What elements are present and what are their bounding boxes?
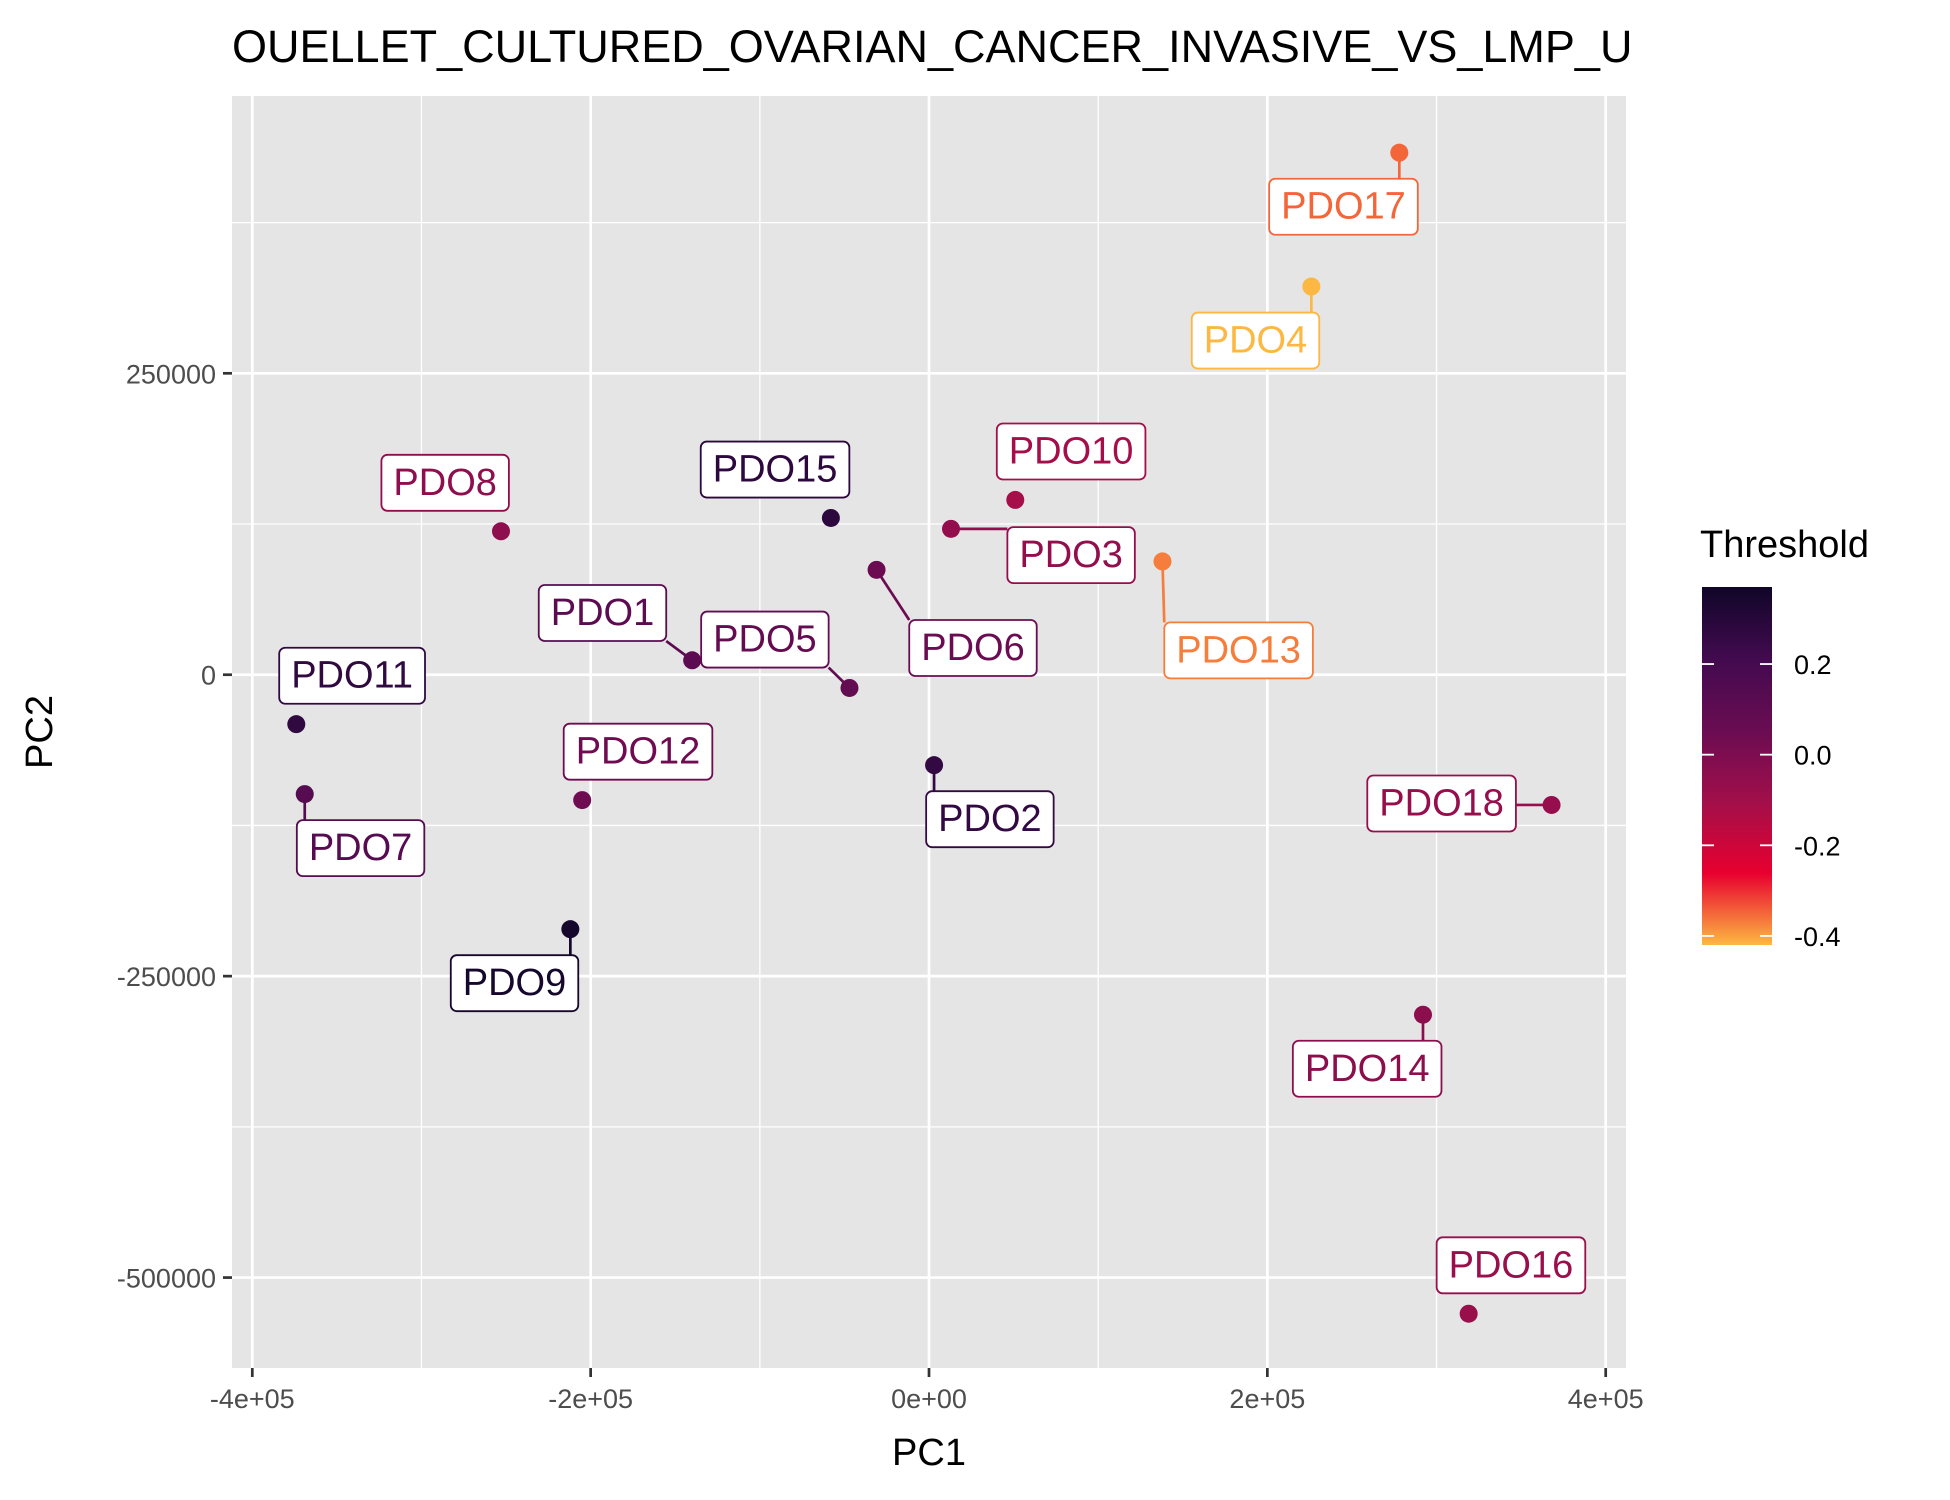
point-label-box (925, 790, 1055, 849)
data-point-pdo3 (941, 519, 960, 538)
point-label-box (1435, 1236, 1587, 1295)
point-label-pdo9: PDO9 (449, 954, 580, 1013)
data-point-pdo7 (295, 785, 314, 804)
data-point-pdo5 (840, 678, 859, 697)
legend-title: Threshold (1700, 524, 1869, 566)
x-tick-label: -2e+05 (548, 1384, 633, 1414)
legend-tick-label: -0.2 (1794, 831, 1841, 861)
data-point-pdo1 (683, 651, 702, 670)
point-labels: PDO1 PDO2 PDO3 PDO4 PDO5 PDO6 PDO7 PDO8 PDO9 PDO1… (278, 177, 1587, 1295)
legend-tick-label: 0.2 (1794, 650, 1832, 680)
point-label-text: PDO11 (291, 655, 413, 697)
legend-tick-label: -0.4 (1794, 922, 1841, 952)
point-label-pdo14: PDO14 (1291, 1039, 1443, 1098)
point-label-pdo6: PDO6 (908, 619, 1038, 677)
point-label-box (380, 453, 510, 512)
data-point-pdo4 (1302, 277, 1321, 296)
point-label-text: PDO10 (1009, 430, 1134, 472)
point-label-box (1291, 1039, 1443, 1098)
label-connector (875, 569, 911, 621)
point-label-box (1268, 177, 1419, 236)
point-label-box (1190, 311, 1321, 370)
point-label-pdo11: PDO11 (278, 646, 426, 705)
point-label-pdo7: PDO7 (295, 819, 426, 878)
point-label-box (278, 646, 426, 705)
data-point-pdo17 (1390, 143, 1409, 162)
y-tick-label: -250000 (117, 962, 216, 992)
point-label-text: PDO2 (938, 798, 1041, 840)
point-label-box (995, 422, 1147, 481)
point-label-pdo10: PDO10 (995, 422, 1147, 481)
point-label-text: PDO5 (713, 619, 816, 661)
point-label-box (562, 722, 714, 781)
x-tick-label: -4e+05 (210, 1384, 295, 1414)
label-connector (1161, 561, 1166, 623)
point-label-text: PDO14 (1305, 1048, 1430, 1090)
point-label-text: PDO6 (921, 627, 1024, 669)
data-point-pdo2 (925, 756, 944, 775)
point-label-box (537, 584, 668, 642)
point-label-pdo3: PDO3 (1006, 526, 1136, 585)
point-label-box (908, 619, 1038, 677)
data-point-pdo11 (287, 715, 306, 734)
point-label-text: PDO15 (713, 449, 838, 491)
data-point-pdo10 (1006, 490, 1025, 509)
point-label-pdo1: PDO1 (537, 584, 668, 642)
point-label-pdo2: PDO2 (925, 790, 1055, 849)
point-label-pdo18: PDO18 (1366, 774, 1517, 833)
point-label-box (1366, 774, 1517, 833)
data-point-pdo15 (821, 508, 840, 527)
data-point-pdo8 (491, 522, 510, 541)
data-point-pdo18 (1542, 795, 1561, 814)
point-label-text: PDO7 (309, 827, 412, 869)
y-tick-label: 250000 (126, 359, 216, 389)
legend-ticks: 0.2 0.0 -0.2 -0.4 (1702, 650, 1841, 952)
x-axis: -4e+05 -2e+05 0e+00 2e+05 4e+05 (210, 1368, 1644, 1414)
data-point-pdo13 (1153, 552, 1172, 571)
legend-tick-label: 0.0 (1794, 741, 1832, 771)
legend: Threshold 0.2 0.0 -0.2 -0.4 (1700, 524, 1869, 952)
data-point-pdo9 (561, 920, 580, 939)
point-label-text: PDO16 (1449, 1244, 1574, 1286)
y-axis: 250000 0 -250000 -500000 (117, 359, 232, 1294)
point-label-pdo15: PDO15 (699, 440, 851, 499)
point-label-box (699, 440, 851, 499)
x-tick-label: 4e+05 (1568, 1384, 1644, 1414)
data-point-pdo6 (867, 560, 886, 579)
point-label-pdo4: PDO4 (1190, 311, 1321, 370)
point-label-text: PDO17 (1281, 186, 1406, 228)
point-label-text: PDO18 (1379, 783, 1504, 825)
point-label-box (700, 610, 830, 669)
point-label-pdo16: PDO16 (1435, 1236, 1587, 1295)
point-label-pdo13: PDO13 (1163, 621, 1314, 680)
point-label-box (1163, 621, 1314, 680)
y-axis-title: PC2 (19, 695, 61, 769)
point-label-pdo12: PDO12 (562, 722, 714, 781)
y-tick-label: -500000 (117, 1264, 216, 1294)
point-label-text: PDO3 (1019, 534, 1122, 576)
point-label-text: PDO13 (1176, 629, 1301, 671)
point-label-text: PDO4 (1204, 320, 1307, 362)
x-tick-label: 0e+00 (891, 1384, 967, 1414)
legend-colorbar (1702, 587, 1772, 945)
data-point-pdo16 (1459, 1304, 1478, 1323)
data-points (287, 143, 1561, 1323)
data-point-pdo14 (1413, 1005, 1432, 1024)
x-tick-label: 2e+05 (1229, 1384, 1305, 1414)
point-label-pdo17: PDO17 (1268, 177, 1419, 236)
chart-title: OUELLET_CULTURED_OVARIAN_CANCER_INVASIVE… (232, 21, 1632, 72)
point-label-box (449, 954, 580, 1013)
point-label-box (295, 819, 426, 878)
point-label-text: PDO8 (393, 462, 496, 504)
data-point-pdo12 (573, 791, 592, 810)
point-label-text: PDO1 (551, 592, 654, 634)
point-label-box (1006, 526, 1136, 585)
x-axis-title: PC1 (892, 1432, 966, 1474)
point-label-text: PDO9 (463, 962, 566, 1004)
y-tick-label: 0 (201, 661, 216, 691)
point-label-pdo8: PDO8 (380, 453, 510, 512)
point-label-text: PDO12 (576, 731, 701, 773)
point-label-pdo5: PDO5 (700, 610, 830, 669)
